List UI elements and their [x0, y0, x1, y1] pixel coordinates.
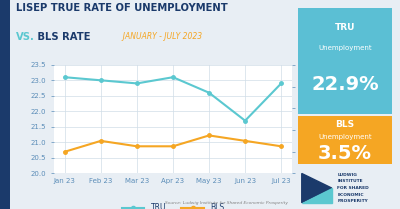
Text: Source: Ludwig Institute for Shared Economic Prosperity: Source: Ludwig Institute for Shared Econ…: [165, 201, 288, 205]
Text: TRU: TRU: [335, 23, 355, 32]
Text: Unemployment: Unemployment: [318, 134, 372, 140]
Polygon shape: [302, 173, 332, 203]
Text: JANUARY - JULY 2023: JANUARY - JULY 2023: [118, 32, 202, 41]
Polygon shape: [302, 188, 332, 203]
Text: 3.5%: 3.5%: [318, 144, 372, 163]
Text: LUDWIG: LUDWIG: [338, 173, 357, 177]
Text: Unemployment: Unemployment: [318, 46, 372, 51]
Text: BLS: BLS: [336, 120, 354, 129]
Text: ECONOMIC: ECONOMIC: [338, 193, 364, 197]
Text: INSTITUTE: INSTITUTE: [338, 179, 363, 184]
Text: LISEP TRUE RATE OF UNEMPLOYMENT: LISEP TRUE RATE OF UNEMPLOYMENT: [16, 3, 228, 13]
Text: FOR SHARED: FOR SHARED: [338, 186, 369, 190]
Text: VS.: VS.: [16, 32, 35, 42]
Text: 22.9%: 22.9%: [311, 75, 379, 94]
Text: PROSPERITY: PROSPERITY: [338, 199, 368, 204]
Legend: TRU, BLS: TRU, BLS: [118, 200, 228, 209]
Text: BLS RATE: BLS RATE: [34, 32, 90, 42]
